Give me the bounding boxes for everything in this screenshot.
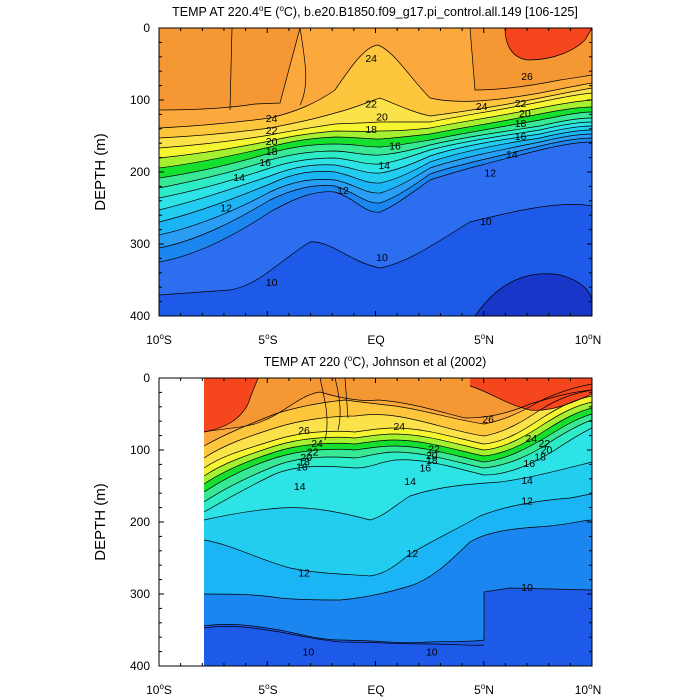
contour-label: 16 (515, 131, 527, 143)
observation-x-tick-label: 5oS (258, 682, 277, 697)
model-x-tick-label: 5oS (258, 332, 277, 347)
contour-label: 16 (389, 140, 401, 152)
panel-observation: TEMP AT 220 (oC), Johnson et al (2002) (92, 354, 601, 697)
contour-label: 20 (376, 112, 388, 124)
model-axis-ticks (158, 27, 593, 317)
contour-label: 12 (337, 185, 349, 197)
contour-label: 24 (393, 421, 405, 433)
contour-label: 20 (300, 452, 312, 464)
contour-label: 24 (365, 53, 377, 65)
observation-x-tick-label: EQ (367, 683, 384, 697)
contour-label: 22 (365, 99, 377, 111)
panel-model-title: TEMP AT 220.4oE (oC), b.e20.B1850.f09_g1… (172, 4, 578, 19)
contour-label: 20 (541, 444, 553, 456)
contour-label: 26 (482, 414, 494, 426)
contour-label: 24 (526, 433, 538, 445)
contour-label: 12 (521, 495, 533, 507)
contour-label: 22 (515, 98, 527, 110)
model-contour-field (159, 28, 592, 316)
contour-label: 14 (404, 476, 416, 488)
contour-label: 14 (294, 481, 306, 493)
contour-label: 18 (266, 146, 278, 158)
contour-label: 22 (307, 446, 319, 458)
observation-axis-ticks (158, 377, 593, 667)
contour-label: 12 (220, 202, 232, 214)
contour-label: 26 (298, 425, 310, 437)
observation-y-tick-label: 0 (143, 371, 150, 385)
model-y-tick-label: 400 (130, 309, 150, 323)
contour-label: 10 (303, 647, 315, 659)
model-x-tick-label: 10oN (575, 332, 601, 347)
contour-label: 14 (233, 172, 245, 184)
contour-label: 26 (521, 71, 533, 83)
contour-label: 20 (426, 450, 438, 462)
contour-label: 12 (484, 168, 496, 180)
contour-label: 18 (426, 455, 438, 467)
contour-label: 12 (298, 567, 310, 579)
contour-label: 16 (296, 462, 308, 474)
contour-label: 24 (266, 113, 278, 125)
contour-label: 10 (521, 582, 533, 594)
contour-label: 20 (266, 136, 278, 148)
contour-label: 10 (376, 252, 388, 264)
contour-label: 16 (259, 157, 271, 169)
contour-label: 20 (519, 108, 531, 120)
contour-label: 14 (521, 475, 533, 487)
observation-y-tick-label: 200 (130, 515, 150, 529)
contour-label: 14 (506, 149, 518, 161)
observation-y-axis-label: DEPTH (m) (92, 483, 109, 561)
contour-label: 10 (480, 216, 492, 228)
contour-label: 10 (426, 647, 438, 659)
model-x-tick-label: EQ (367, 333, 384, 347)
contour-label: 16 (419, 462, 431, 474)
panel-observation-title: TEMP AT 220 (oC), Johnson et al (2002) (264, 354, 487, 369)
contour-label: 24 (311, 438, 323, 450)
model-y-tick-label: 0 (143, 21, 150, 35)
model-y-tick-label: 200 (130, 165, 150, 179)
observation-contour-field (159, 378, 592, 666)
panel-model: TEMP AT 220.4oE (oC), b.e20.B1850.f09_g1… (92, 4, 601, 347)
contour-label: 12 (406, 548, 418, 560)
observation-x-tick-label: 5oN (474, 682, 494, 697)
contour-label: 16 (523, 458, 535, 470)
model-y-tick-label: 300 (130, 237, 150, 251)
observation-y-tick-label: 100 (130, 443, 150, 457)
contour-label: 14 (378, 160, 390, 172)
observation-x-tick-label: 10oN (575, 682, 601, 697)
contour-label: 18 (515, 118, 527, 130)
contour-label: 10 (266, 277, 278, 289)
contour-label: 24 (476, 101, 488, 113)
contour-label: 18 (365, 124, 377, 136)
observation-y-tick-label: 300 (130, 587, 150, 601)
contour-label: 18 (534, 451, 546, 463)
model-y-axis-label: DEPTH (m) (92, 133, 109, 211)
model-x-tick-label: 10oS (146, 332, 172, 347)
contour-label: 22 (539, 438, 551, 450)
contour-label: 22 (428, 444, 440, 456)
contour-label: 22 (266, 125, 278, 137)
contour-label: 18 (298, 457, 310, 469)
model-x-tick-label: 5oN (474, 332, 494, 347)
observation-y-tick-label: 400 (130, 659, 150, 673)
model-y-tick-label: 100 (130, 93, 150, 107)
observation-x-tick-label: 10oS (146, 682, 172, 697)
